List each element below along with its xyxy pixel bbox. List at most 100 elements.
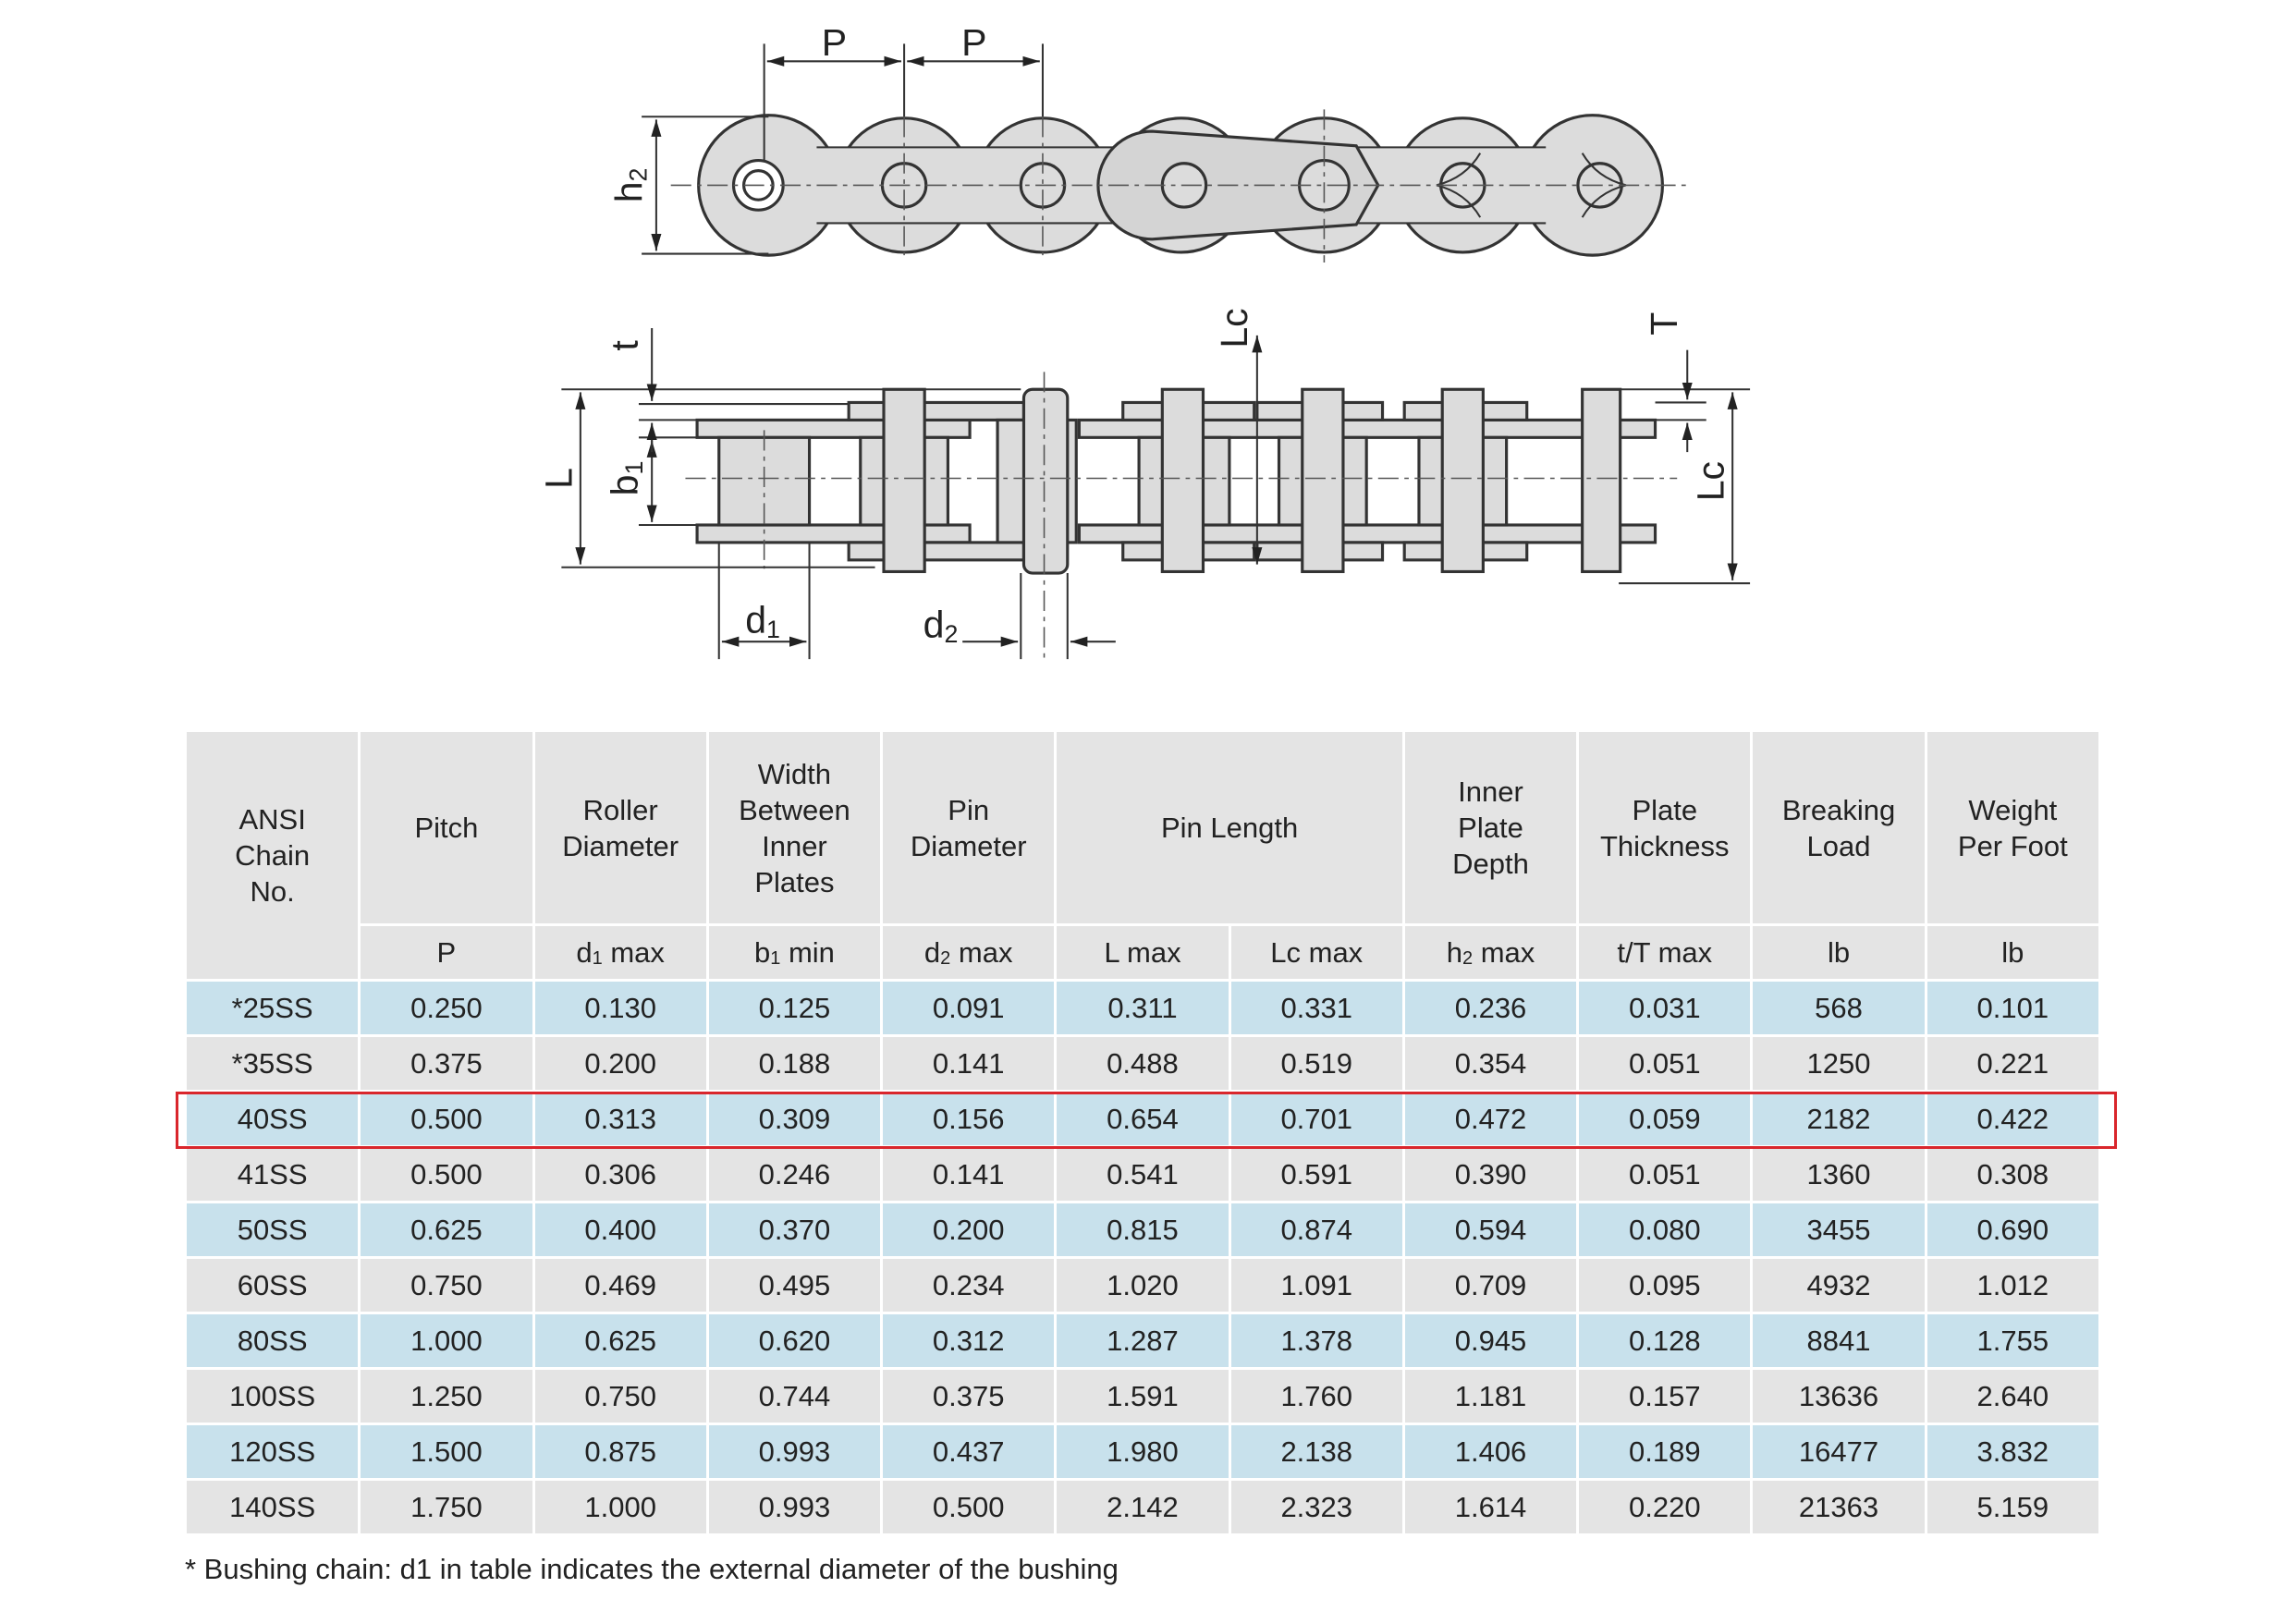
unit-suffix: max	[1473, 935, 1535, 969]
side-view	[561, 328, 1751, 664]
value-cell: 0.250	[361, 982, 532, 1034]
value-cell: 0.234	[883, 1259, 1055, 1312]
label-text: t	[603, 340, 645, 351]
value-cell: 0.390	[1404, 1148, 1577, 1201]
value-cell: 0.101	[1926, 982, 2098, 1034]
value-cell: 3455	[1753, 1203, 1925, 1256]
value-cell: 1.000	[534, 1481, 706, 1533]
value-cell: 2.142	[1057, 1481, 1229, 1533]
value-cell: 0.495	[708, 1259, 881, 1312]
header-row: ANSI Chain No. Pitch Roller Diameter Width Betw…	[187, 732, 2098, 979]
value-cell: 8841	[1753, 1314, 1925, 1367]
value-cell: 0.128	[1579, 1314, 1751, 1367]
dimension-label: L	[537, 468, 580, 489]
value-cell: 0.625	[534, 1314, 706, 1367]
label-subscript: 1	[620, 461, 648, 475]
header-text: Breaking	[1781, 793, 1896, 826]
header-text: Roller	[582, 793, 658, 826]
top-view	[642, 43, 1692, 263]
value-cell: 0.051	[1579, 1148, 1751, 1201]
header-text: Diameter	[562, 829, 679, 862]
chain-number: 50SS	[187, 1203, 359, 1256]
value-cell: 0.701	[1230, 1093, 1402, 1145]
value-cell: 0.500	[361, 1148, 532, 1201]
data-row: 80SS 1.000 0.625 0.620 0.312 1.287 1.378 0.945 0…	[187, 1314, 2098, 1367]
header-text: Plates	[754, 865, 835, 898]
table-body: ANSI Chain No. Pitch Roller Diameter Width Betw…	[187, 732, 2098, 1533]
value-cell: 0.591	[1230, 1148, 1402, 1201]
data-row: 140SS 1.750 1.000 0.993 0.500 2.142 2.323 1.614…	[187, 1481, 2098, 1533]
data-row: *25SS 0.250 0.130 0.125 0.091 0.311 0.331 0.236…	[187, 982, 2098, 1034]
unit-text: lb	[2001, 935, 2024, 969]
value-cell: 0.500	[883, 1481, 1055, 1533]
dimension-label: d1	[745, 599, 780, 644]
value-cell: 1.614	[1404, 1481, 1577, 1533]
value-cell: 1.181	[1404, 1370, 1577, 1423]
value-cell: 0.221	[1926, 1037, 2098, 1090]
label-text: d	[923, 603, 945, 645]
header-text: Thickness	[1600, 829, 1730, 862]
value-cell: 0.375	[883, 1370, 1055, 1423]
header-text: Weight	[1968, 793, 2058, 826]
dimension-label: Lc	[1213, 308, 1255, 348]
value-cell: 1.378	[1230, 1314, 1402, 1367]
unit-suffix: max	[950, 935, 1013, 969]
value-cell: 0.200	[534, 1037, 706, 1090]
header-cell: Plate Thickness	[1579, 732, 1751, 923]
unit-text: lb	[1827, 935, 1851, 969]
value-cell: 0.313	[534, 1093, 706, 1145]
unit-text: d	[576, 935, 593, 969]
value-cell: 13636	[1753, 1370, 1925, 1423]
value-cell: 0.370	[708, 1203, 881, 1256]
value-cell: 0.750	[534, 1370, 706, 1423]
header-cell: ANSI Chain No.	[187, 732, 359, 979]
header-cell: Pitch	[361, 732, 532, 923]
dimension-label: h2	[607, 168, 653, 203]
chain-number: 100SS	[187, 1370, 359, 1423]
value-cell: 0.200	[883, 1203, 1055, 1256]
value-cell: 2182	[1753, 1093, 1925, 1145]
value-cell: 1.755	[1926, 1314, 2098, 1367]
label-text: Lc	[1213, 308, 1255, 348]
value-cell: 1.091	[1230, 1259, 1402, 1312]
data-row: 41SS 0.500 0.306 0.246 0.141 0.541 0.591 0.390 0…	[187, 1148, 2098, 1201]
header-text: Chain	[235, 839, 311, 872]
label-text: d	[745, 599, 766, 641]
value-cell: 0.141	[883, 1148, 1055, 1201]
label-text: T	[1643, 312, 1685, 336]
chain-number: 120SS	[187, 1425, 359, 1478]
header-text: Width	[757, 757, 832, 790]
value-cell: 0.472	[1404, 1093, 1577, 1145]
value-cell: 2.640	[1926, 1370, 2098, 1423]
value-cell: 0.500	[361, 1093, 532, 1145]
value-cell: 0.157	[1579, 1370, 1751, 1423]
header-text: Pitch	[414, 812, 479, 844]
value-cell: 0.080	[1579, 1203, 1751, 1256]
value-cell: 0.541	[1057, 1148, 1229, 1201]
value-cell: 0.312	[883, 1314, 1055, 1367]
value-cell: 4932	[1753, 1259, 1925, 1312]
value-cell: 0.375	[361, 1037, 532, 1090]
header-text: Between	[739, 793, 850, 826]
value-cell: 0.354	[1404, 1037, 1577, 1090]
header-text: Pin	[948, 793, 990, 826]
value-cell: 0.308	[1926, 1148, 2098, 1201]
label-text: P	[822, 21, 847, 64]
value-cell: 1.750	[361, 1481, 532, 1533]
unit-cell: P	[361, 926, 532, 979]
value-cell: 3.832	[1926, 1425, 2098, 1478]
header-text: Diameter	[910, 829, 1027, 862]
unit-subscript: 2	[1462, 947, 1474, 969]
value-cell: 0.750	[361, 1259, 532, 1312]
chain-number: 80SS	[187, 1314, 359, 1367]
header-cell: Inner Plate Depth	[1404, 732, 1577, 923]
label-text: b	[603, 475, 645, 496]
value-cell: 1.287	[1057, 1314, 1229, 1367]
unit-cell: b1 min	[708, 926, 881, 979]
dimension-label: Lc	[1689, 461, 1731, 501]
data-row: 40SS 0.500 0.313 0.309 0.156 0.654 0.701 0.472 0…	[187, 1093, 2098, 1145]
header-cell: Breaking Load	[1753, 732, 1925, 923]
